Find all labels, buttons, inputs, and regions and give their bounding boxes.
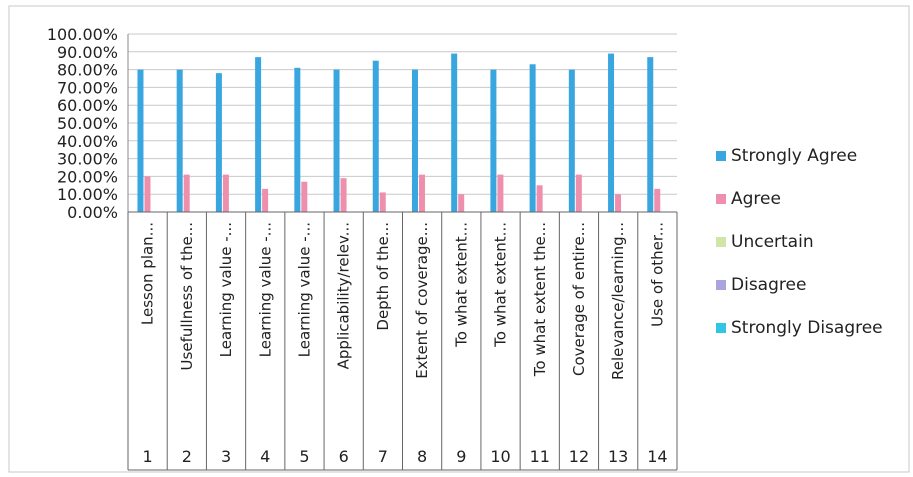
category-label: Lesson plan... — [139, 222, 157, 325]
category-number: 13 — [608, 447, 628, 466]
bar — [568, 69, 575, 212]
bars — [137, 53, 661, 213]
category-label: Applicability/relev... — [335, 222, 353, 369]
legend-swatch — [716, 194, 726, 204]
bar — [340, 178, 347, 212]
bar — [183, 174, 190, 212]
bar — [490, 69, 497, 212]
legend-label: Uncertain — [731, 232, 814, 252]
category-label: Depth of the... — [374, 222, 392, 331]
category-label: To what extent... — [492, 222, 510, 348]
category-number: 5 — [299, 447, 309, 466]
legend-swatch — [716, 237, 726, 247]
category-number: 8 — [417, 447, 427, 466]
bar — [615, 194, 622, 212]
y-tick-label: 20.00% — [57, 167, 118, 186]
y-tick-label: 40.00% — [57, 132, 118, 151]
y-axis: 100.00%90.00%80.00%70.00%60.00%50.00%40.… — [47, 25, 129, 222]
category-number: 11 — [530, 447, 550, 466]
category-number: 2 — [182, 447, 192, 466]
y-tick-label: 90.00% — [57, 43, 118, 62]
y-tick-label: 50.00% — [57, 114, 118, 133]
bar — [654, 188, 661, 212]
category-label: Extent of coverage... — [413, 222, 431, 379]
category-number: 9 — [456, 447, 466, 466]
category-label: To what extent the... — [531, 222, 549, 377]
category-number: 1 — [143, 447, 153, 466]
legend-label: Strongly Disagree — [731, 318, 883, 338]
legend: Strongly Agree Agree Uncertain Disagree Stro… — [716, 146, 883, 338]
y-tick-label: 100.00% — [47, 25, 118, 44]
legend-label: Agree — [731, 189, 781, 209]
bar — [418, 174, 425, 212]
y-tick-label: 70.00% — [57, 78, 118, 97]
bar — [301, 181, 308, 212]
bar — [458, 194, 465, 212]
bar — [144, 176, 151, 212]
bar — [294, 67, 301, 212]
bar — [379, 192, 386, 212]
category-number: 3 — [221, 447, 231, 466]
category-number: 7 — [378, 447, 388, 466]
y-tick-label: 0.00% — [67, 203, 118, 222]
category-label: Learning value -... — [217, 222, 235, 357]
category-number: 6 — [339, 447, 349, 466]
bar — [575, 174, 582, 212]
y-tick-label: 10.00% — [57, 185, 118, 204]
bar — [529, 64, 536, 212]
category-table: Lesson plan... 1 Usefullness of the... 2 Lea… — [127, 211, 678, 471]
bar — [647, 57, 654, 212]
category-number: 4 — [260, 447, 270, 466]
legend-swatch — [716, 151, 726, 161]
y-tick-label: 30.00% — [57, 150, 118, 169]
legend-label: Disagree — [731, 275, 806, 295]
legend-label: Strongly Agree — [731, 146, 857, 166]
bar — [222, 174, 229, 212]
bar — [372, 60, 379, 213]
y-tick-label: 80.00% — [57, 61, 118, 80]
category-label: Coverage of entire... — [570, 222, 588, 376]
bar — [497, 174, 504, 212]
bar — [255, 57, 262, 212]
y-tick-label: 60.00% — [57, 96, 118, 115]
bar — [176, 69, 183, 212]
category-label: Usefullness of the... — [178, 222, 196, 370]
category-number: 14 — [647, 447, 667, 466]
bar — [137, 69, 144, 212]
bar — [608, 53, 615, 212]
category-label: Relevance/learning... — [609, 222, 627, 380]
category-label: Learning value -... — [295, 222, 313, 357]
bar — [262, 188, 269, 212]
gridlines — [128, 33, 677, 213]
bar — [333, 69, 340, 212]
bar — [215, 73, 222, 212]
legend-swatch — [716, 323, 726, 333]
legend-swatch — [716, 280, 726, 290]
bar — [451, 53, 458, 212]
category-number: 12 — [569, 447, 589, 466]
category-number: 10 — [490, 447, 510, 466]
category-label: Use of other... — [648, 222, 666, 327]
category-label: Learning value -... — [256, 222, 274, 357]
category-label: To what extent... — [452, 222, 470, 348]
bar — [411, 69, 418, 212]
bar — [536, 185, 543, 212]
